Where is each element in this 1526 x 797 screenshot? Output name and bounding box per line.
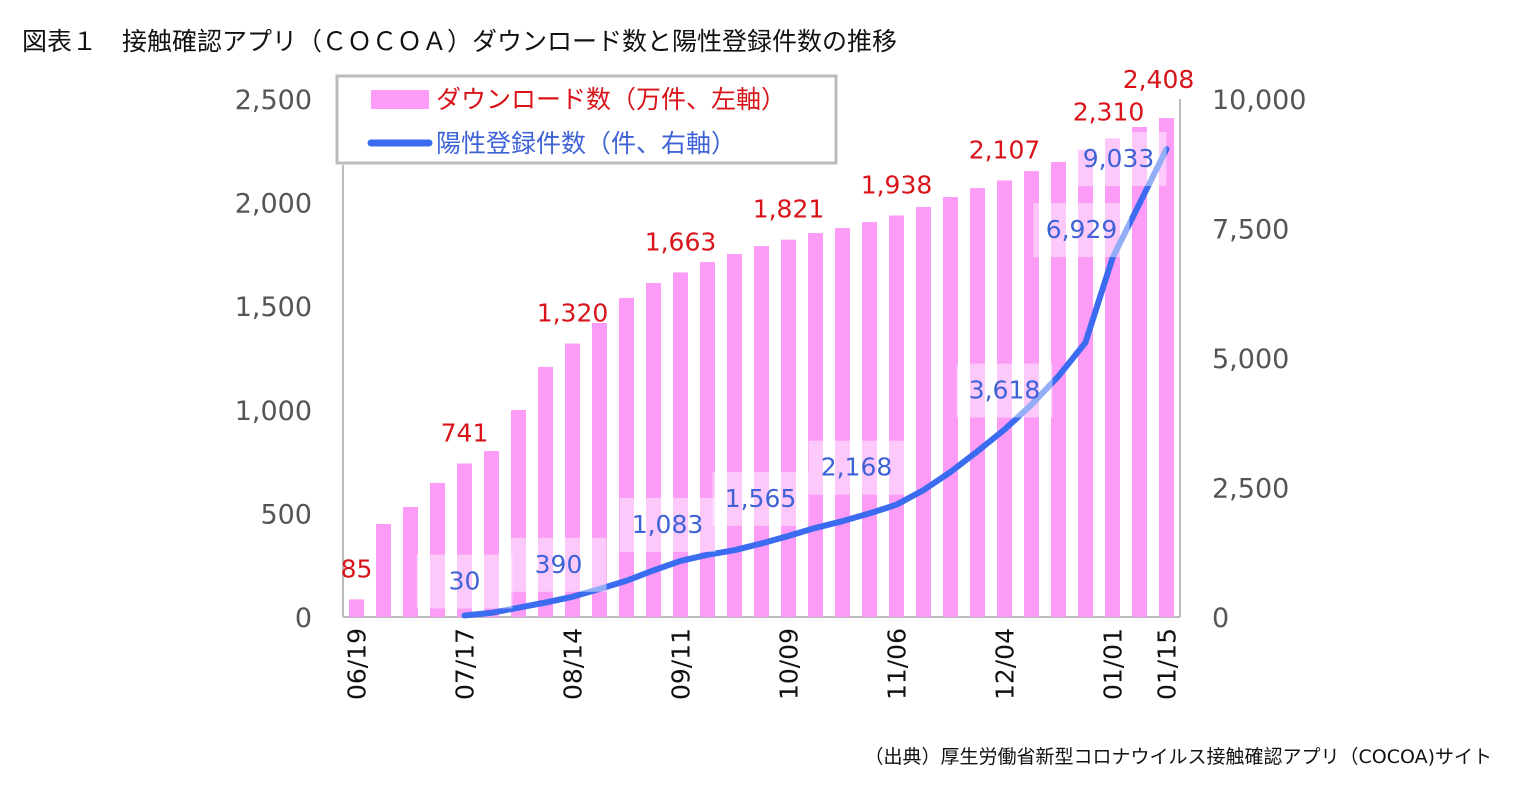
bar-data-label: 2,107 [969, 135, 1041, 164]
left-tick-label: 1,500 [235, 292, 312, 323]
bar [457, 463, 472, 617]
legend-label-downloads: ダウンロード数（万件、左軸） [436, 85, 786, 114]
bar [376, 523, 391, 617]
bar [403, 506, 418, 617]
left-tick-label: 0 [295, 603, 312, 634]
right-tick-label: 5,000 [1212, 344, 1289, 375]
bar [943, 197, 958, 617]
line-data-label: 1,083 [632, 510, 704, 539]
legend-label-positive: 陽性登録件数（件、右軸） [436, 129, 736, 158]
line-data-label: 6,929 [1046, 215, 1118, 244]
right-tick-label: 10,000 [1212, 85, 1306, 116]
bar-data-label: 741 [441, 418, 489, 447]
data-label-background [1033, 203, 1130, 258]
line-data-label: 3,618 [969, 376, 1041, 405]
right-tick-label: 2,500 [1212, 474, 1289, 505]
bar [970, 188, 985, 617]
bar [781, 239, 796, 618]
x-tick-label: 06/19 [343, 628, 372, 700]
bar-data-label: 1,663 [645, 227, 717, 256]
line-data-label: 390 [535, 550, 583, 579]
bar [727, 253, 742, 617]
bar-data-label: 1,320 [537, 298, 609, 327]
data-label-background [416, 554, 513, 609]
right-tick-label: 7,500 [1212, 215, 1289, 246]
data-label-background [808, 440, 905, 495]
line-data-label: 1,565 [725, 484, 797, 513]
bar [673, 272, 688, 617]
source-note: （出典）厚生労働省新型コロナウイルス接触確認アプリ（COCOA)サイト [864, 746, 1492, 768]
left-tick-label: 2,500 [235, 85, 312, 116]
bar [430, 482, 445, 617]
bar [349, 599, 364, 617]
x-tick-label: 08/14 [559, 628, 588, 700]
data-label-background [956, 363, 1053, 418]
bar [808, 233, 823, 617]
line-data-label: 30 [449, 566, 481, 595]
x-tick-label: 07/17 [451, 628, 480, 700]
x-tick-label: 11/06 [883, 628, 912, 700]
line-data-label: 9,033 [1083, 144, 1155, 173]
x-tick-label: 09/11 [667, 628, 696, 700]
bar [646, 282, 661, 617]
line-series [461, 146, 1170, 619]
bar [538, 366, 553, 617]
bar-data-label: 1,821 [753, 195, 825, 224]
line-data-label: 2,168 [821, 453, 893, 482]
bar [1132, 126, 1147, 618]
bar-data-label: 1,938 [861, 170, 933, 199]
bar [916, 206, 931, 617]
x-tick-label: 12/04 [991, 628, 1020, 700]
legend-bar-swatch [371, 90, 429, 109]
bar [1078, 149, 1093, 618]
bar [862, 222, 877, 618]
bar [511, 410, 526, 617]
bar-data-label: 2,408 [1123, 65, 1195, 94]
bar [1159, 118, 1174, 617]
x-tick-label: 01/15 [1153, 628, 1182, 700]
left-tick-label: 1,000 [235, 396, 312, 427]
data-label-background [712, 471, 809, 526]
bar [1105, 138, 1120, 618]
bar-data-label: 85 [341, 554, 373, 583]
bar [1051, 161, 1066, 617]
bar [700, 262, 715, 617]
x-tick-label: 01/01 [1099, 628, 1128, 700]
right-tick-label: 0 [1212, 603, 1229, 634]
bar [565, 343, 580, 617]
bar [1024, 171, 1039, 618]
left-tick-label: 500 [260, 499, 312, 530]
bar-data-label: 2,310 [1073, 97, 1145, 126]
bar [835, 228, 850, 617]
bar [754, 246, 769, 617]
bar [619, 297, 634, 617]
bar [592, 322, 607, 617]
bar [997, 180, 1012, 617]
data-label-background [1070, 132, 1167, 187]
data-label-background [619, 497, 716, 552]
x-tick-label: 10/09 [775, 628, 804, 700]
data-label-background [510, 537, 607, 592]
bar [889, 215, 904, 617]
bar [484, 451, 499, 617]
left-tick-label: 2,000 [235, 189, 312, 220]
chart-title: 図表１ 接触確認アプリ（ＣＯＣＯＡ）ダウンロード数と陽性登録件数の推移 [22, 27, 898, 56]
